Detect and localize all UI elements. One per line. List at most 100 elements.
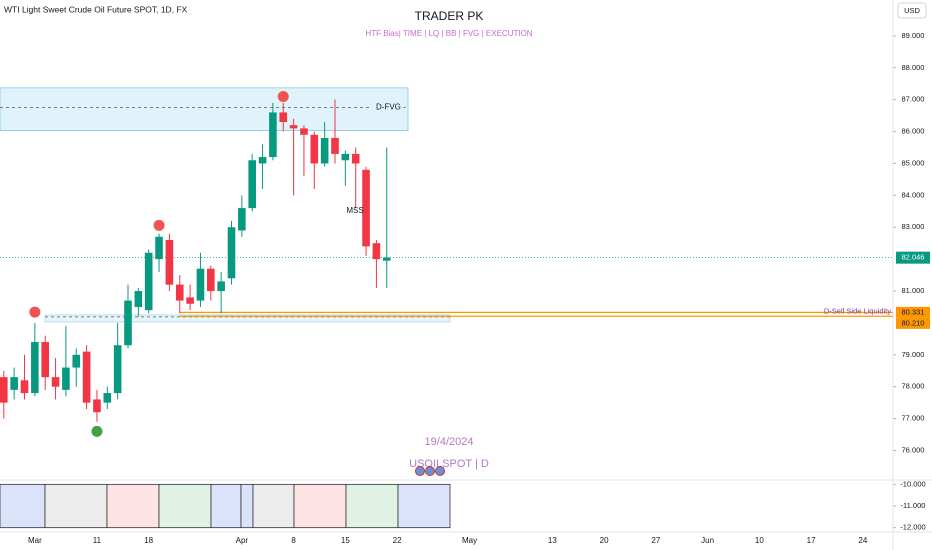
ssl-label: D-Sell Side Liquidity [824,306,891,315]
x-tick-label: 11 [93,536,102,545]
session-box [158,483,212,529]
candle-body [144,252,153,311]
session-box [252,483,295,529]
pivot-low [91,425,103,437]
session-box [293,483,347,529]
fvg-label: D-FVG - [376,103,406,112]
y-tick-label: 77.000 [902,414,925,423]
y-tick-label: 88.000 [902,63,925,72]
flag-icon [415,466,425,476]
y-tick-label: 87.000 [902,95,925,104]
candle-body [124,300,132,346]
y-tick-label: 83.000 [902,222,925,231]
x-tick-label: 13 [548,536,557,545]
candle-body [186,297,194,304]
candle-body [0,377,8,403]
x-tick-label: 24 [858,536,867,545]
y-tick-label: 79.000 [902,350,925,359]
candle-body [320,137,329,164]
price-label-box [896,306,930,318]
candle-body [331,137,339,154]
candle-body [382,257,391,261]
y-tick-label: 85.000 [902,158,925,167]
session-box [345,483,399,529]
x-tick-label: Apr [236,536,249,545]
flag-icon [435,466,445,476]
y-tick-label: 81.000 [902,286,925,295]
watermark-date: 19/4/2024 [425,436,474,448]
x-tick-label: 27 [651,536,660,545]
x-tick-label: 20 [600,536,609,545]
candle-body [20,380,29,394]
candle-body [155,236,163,260]
candle-body [279,112,288,122]
candle-body [165,239,174,285]
candle-body [175,284,184,301]
candle-body [269,112,277,158]
candle-body [134,291,143,307]
pivot-high [153,219,165,231]
candle-body [113,345,122,394]
flags [415,466,445,476]
pivot-high [277,90,289,102]
candle-body [289,125,298,129]
last-price-box [896,251,930,264]
session-box [240,483,254,529]
x-tick-label: 8 [291,536,296,545]
session-box [106,483,160,529]
x-tick-label: Mar [28,536,42,545]
y-tick-label: 84.000 [902,190,925,199]
currency-box[interactable] [897,2,927,19]
lower-y-tick-label: -11.000 [901,501,926,510]
session-box [44,483,108,529]
candle-body [341,153,350,161]
candle-body [227,227,236,279]
candle-body [372,243,381,260]
candle-body [362,169,370,247]
candle-body [51,377,60,387]
price-label-box [896,317,930,329]
y-tick-label: 89.000 [902,31,925,40]
x-tick-label: 22 [393,536,402,545]
lower-y-tick-label: -12.000 [900,523,925,532]
x-tick-label: 10 [755,536,764,545]
y-tick-label: 76.000 [902,445,925,454]
currency[interactable]: USD [904,6,920,15]
candle-body [238,208,246,231]
session-box [210,483,242,529]
candle-body [72,354,81,368]
candle-body [351,153,360,164]
price-label: 80.210 [902,318,925,327]
candle-body [62,367,70,390]
chart-title: TRADER PK [415,9,484,23]
chart-subtitle: HTF Bias| TIME | LQ | BB | FVG | EXECUTI… [365,29,532,38]
candle-body [248,160,256,209]
lower-y-tick-label: -10.000 [900,479,925,488]
candle-body [258,157,267,164]
candle-body [82,351,91,403]
candle-body [93,399,101,413]
candle-body [300,128,308,135]
x-tick-label: 18 [144,536,153,545]
candle-body [41,342,49,378]
x-tick-label: May [462,536,477,545]
fvg-zone [0,87,409,132]
session-box [397,483,451,529]
x-tick-label: Jun [701,536,714,545]
candle-body [310,134,319,164]
candle-body [196,268,205,301]
symbol-title: WTI Light Sweet Crude Oil Future SPOT, 1… [4,4,188,14]
candle-body [217,281,225,292]
candle-body [31,342,39,394]
last-price-label: 82.046 [902,253,925,262]
ssl-zone [44,314,451,323]
candle-body [103,393,112,403]
x-tick-label: 17 [807,536,816,545]
flag-icon [425,466,435,476]
price-label: 80.331 [902,307,925,316]
x-tick-label: 15 [341,536,350,545]
candle-body [207,268,215,292]
y-tick-label: 78.000 [902,382,925,391]
